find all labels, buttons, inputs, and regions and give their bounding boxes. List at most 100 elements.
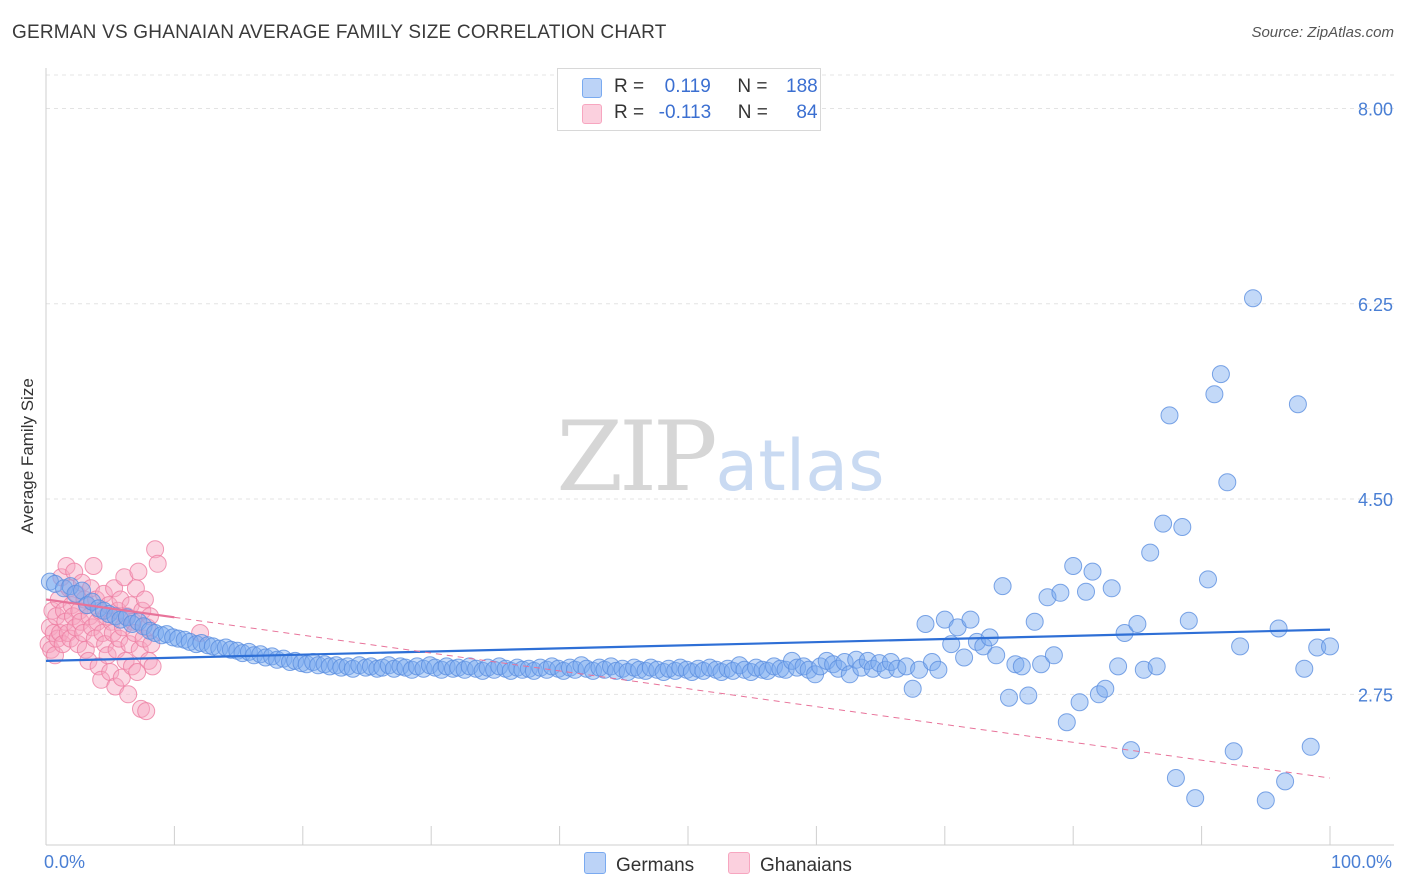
ghanaians-point — [119, 685, 138, 704]
germans-point — [513, 660, 532, 679]
ghanaians-point — [83, 618, 102, 637]
legend-r-value-ghanaians: -0.113 — [658, 102, 712, 123]
y-tick-label: 6.25 — [1358, 295, 1393, 315]
germans-point — [1115, 624, 1134, 642]
legend-r-value-germans: 0.119 — [664, 76, 711, 97]
germans-point — [852, 658, 871, 677]
germans-point — [169, 629, 188, 648]
germans-point — [1256, 791, 1275, 810]
germans-point — [73, 581, 91, 600]
germans-point — [1244, 289, 1262, 308]
ghanaians-swatch-icon — [582, 104, 602, 124]
germans-point — [1102, 579, 1121, 598]
ghanaians-point — [142, 635, 161, 654]
legend-n-label: N = — [737, 76, 768, 97]
germans-point — [788, 658, 807, 677]
germans-point — [309, 656, 328, 675]
bottom-legend-germans-label: Germans — [616, 855, 695, 876]
germans-point — [1141, 543, 1160, 562]
germans-point — [1070, 693, 1089, 712]
germans-point — [929, 660, 948, 679]
germans-point — [256, 648, 275, 667]
germans-point — [46, 574, 64, 593]
ghanaians-point — [143, 657, 162, 676]
trend-lines — [45, 598, 1331, 779]
germans-point — [1205, 385, 1224, 404]
bottom-legend-ghanaians: Ghanaians — [728, 852, 852, 877]
germans-point — [1199, 570, 1217, 589]
germans-legend-icon — [584, 852, 606, 874]
germans-point — [1096, 679, 1115, 698]
germans-point — [1179, 611, 1198, 630]
germans-point — [1032, 655, 1051, 674]
ghanaians-point — [105, 579, 124, 598]
germans-point — [776, 660, 795, 679]
axes — [45, 68, 1394, 846]
germans-point — [1288, 395, 1307, 414]
germans-point — [1019, 686, 1038, 705]
germans-point — [1128, 615, 1147, 633]
germans-point — [987, 646, 1006, 665]
germans-point — [955, 648, 974, 667]
legend-n-value-ghanaians: 84 — [796, 102, 818, 123]
germans-point — [221, 640, 240, 659]
germans-point — [233, 644, 252, 663]
germans-point — [251, 645, 270, 664]
germans-point — [916, 615, 935, 633]
legend-n-value-germans: 188 — [786, 76, 818, 97]
ghanaians-points — [39, 540, 210, 721]
germans-point — [1122, 741, 1140, 760]
germans-point — [1154, 514, 1173, 533]
germans-point — [799, 660, 818, 679]
germans-point — [636, 661, 655, 680]
germans-point — [1224, 742, 1243, 761]
germans-point — [473, 661, 492, 680]
germans-point — [1077, 582, 1095, 601]
ghanaians-point — [148, 554, 167, 573]
grid-lines — [46, 74, 1394, 695]
germans-point — [1109, 657, 1128, 676]
ghanaians-trend-line-dashed — [174, 616, 1331, 779]
legend-r-label: R = — [614, 76, 645, 97]
x-tick-label-max: 100.0% — [1330, 852, 1392, 872]
watermark-zip: ZIP — [556, 401, 715, 513]
chart-title: GERMAN VS GHANAIAN AVERAGE FAMILY SIZE C… — [12, 22, 667, 43]
germans-point — [1051, 583, 1070, 602]
ghanaians-point — [129, 562, 148, 581]
germans-point — [531, 658, 550, 677]
germans-point — [1276, 772, 1295, 791]
y-tick-label: 2.75 — [1358, 685, 1393, 705]
ghanaians-trend-line-solid — [45, 598, 175, 619]
germans-point — [961, 610, 980, 629]
germans-point — [993, 577, 1012, 596]
germans-point — [1000, 688, 1018, 707]
germans-point — [1057, 713, 1076, 732]
ghanaians-point — [120, 635, 139, 654]
legend-n-label: N = — [737, 102, 768, 123]
germans-point — [870, 654, 889, 673]
chart-source: Source: ZipAtlas.com — [1251, 24, 1394, 41]
germans-point — [1064, 557, 1083, 575]
x-tick-label-min: 0.0% — [44, 852, 86, 872]
germans-point — [320, 657, 339, 676]
germans-point — [630, 660, 649, 679]
germans-point — [903, 679, 922, 698]
germans-point — [1218, 473, 1237, 492]
ghanaians-point — [137, 702, 156, 721]
bottom-legend-germans: Germans — [584, 852, 694, 877]
ghanaians-point — [111, 590, 130, 609]
ghanaians-point — [115, 568, 134, 587]
germans-point — [1166, 769, 1185, 787]
germans-point — [1012, 657, 1031, 676]
ghanaians-point — [135, 590, 154, 609]
germans-point — [1308, 638, 1327, 657]
germans-point — [1269, 619, 1288, 638]
ghanaians-point — [84, 557, 103, 575]
germans-point — [1211, 365, 1230, 384]
germans-point — [654, 663, 673, 681]
germans-point — [1083, 562, 1102, 581]
germans-point — [1231, 637, 1250, 656]
ghanaians-point — [101, 663, 120, 681]
y-tick-labels: 8.00 6.25 4.50 2.75 — [1358, 99, 1393, 705]
